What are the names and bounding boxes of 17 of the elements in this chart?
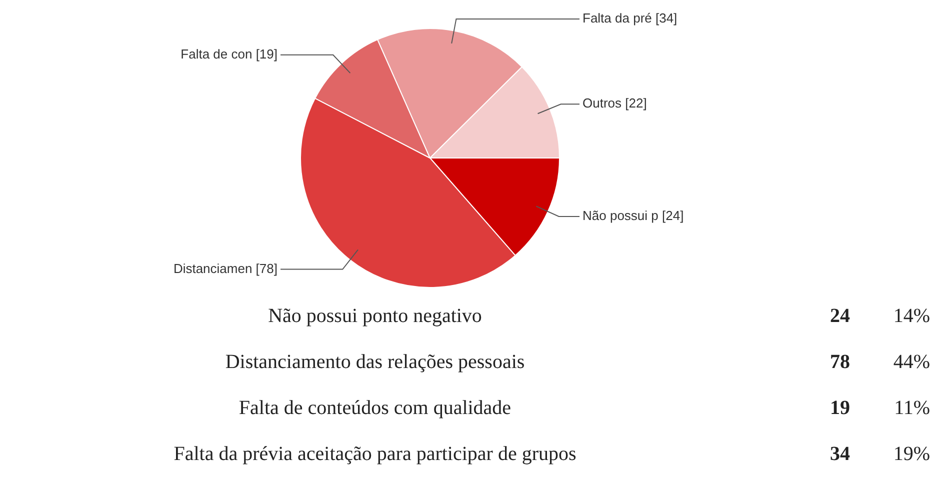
text: Falta de conteúdos com qualidade (238, 397, 512, 420)
text: 78 (829, 351, 850, 374)
slice-label: Distanciamen [78] (173, 260, 278, 276)
text: 24 (829, 305, 850, 328)
text: 19 (829, 397, 850, 420)
slice-label: Falta da pré [34] (582, 10, 678, 26)
slice-label: Outros [22] (582, 96, 647, 111)
text: 34 (829, 443, 850, 466)
slice-label: Não possui p [24] (582, 208, 684, 224)
text: Não possui ponto negativo (267, 305, 483, 328)
text: 14% (892, 305, 930, 328)
slice-label: Falta de con [19] (180, 46, 278, 62)
text: Falta da prévia aceitação para participar de grupos (172, 443, 578, 466)
text: Distanciamento das relações pessoais (224, 351, 526, 374)
text: 44% (892, 351, 930, 374)
text: 11% (893, 397, 930, 420)
text: 19% (892, 443, 930, 466)
